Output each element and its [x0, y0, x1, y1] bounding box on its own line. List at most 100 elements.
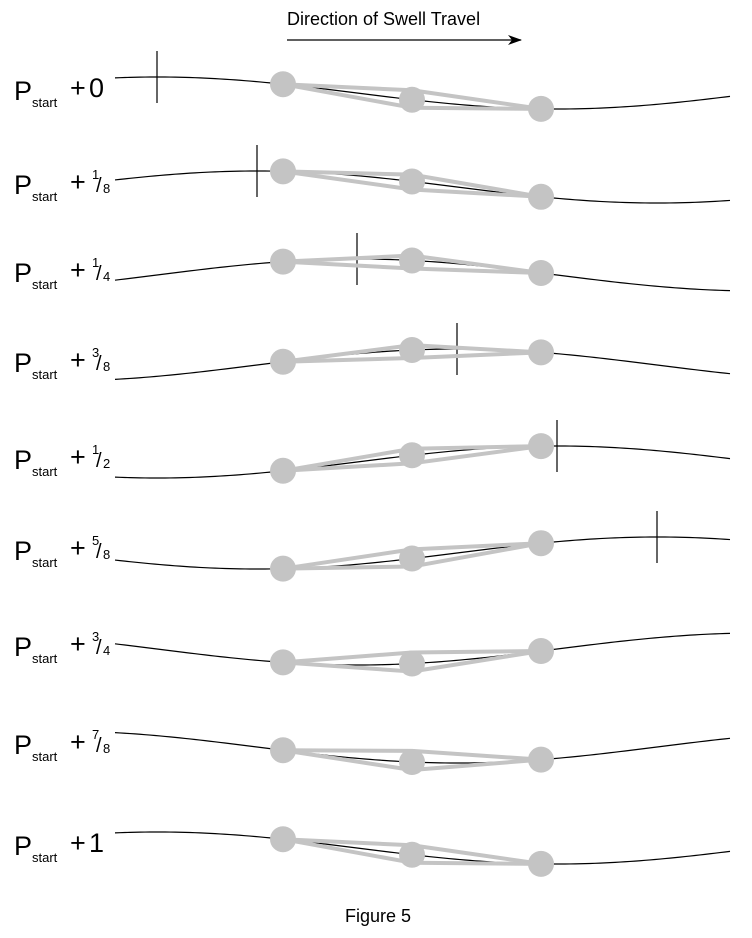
phase-label-prefix: P [14, 170, 32, 200]
phase-label-operator: + [70, 255, 86, 285]
phase-label-subscript: start [32, 464, 58, 479]
phase-label-prefix: P [14, 632, 32, 662]
float-buoy [270, 649, 296, 676]
float-device [270, 336, 554, 375]
phase-label-operator: + [70, 167, 86, 197]
phase-denominator: 8 [103, 359, 110, 374]
phase-numerator: 3 [92, 629, 99, 644]
float-buoy [270, 348, 296, 375]
phase-label-operator: + [70, 629, 86, 659]
float-buoy [399, 247, 425, 274]
float-device [270, 433, 554, 484]
phase-numerator: 7 [92, 727, 99, 742]
phase-label-subscript: start [32, 367, 58, 382]
float-device [270, 247, 554, 286]
phase-denominator: 8 [103, 741, 110, 756]
phase-numerator: 1 [92, 167, 99, 182]
float-buoy [528, 746, 554, 773]
float-buoy [270, 737, 296, 764]
phase-label-operator: + [70, 533, 86, 563]
float-device [270, 826, 554, 877]
phase-fraction-slash: / [96, 263, 102, 285]
float-buoy [270, 248, 296, 275]
phase-label-subscript: start [32, 277, 58, 292]
float-buoy [270, 555, 296, 582]
float-buoy [528, 433, 554, 460]
phase-denominator: 2 [103, 456, 110, 471]
figure-caption: Figure 5 [345, 906, 411, 926]
phase-label-prefix: P [14, 730, 32, 760]
float-device [270, 71, 554, 122]
phase-fraction-slash: / [96, 637, 102, 659]
phase-label-operator: + [70, 828, 86, 858]
phase-label-prefix: P [14, 258, 32, 288]
phase-numerator: 5 [92, 533, 99, 548]
float-device [270, 737, 554, 776]
phase-label-subscript: start [32, 651, 58, 666]
float-buoy [528, 259, 554, 286]
phase-label-operator: + [70, 442, 86, 472]
float-buoy [528, 530, 554, 557]
float-buoy [399, 442, 425, 469]
phase-fraction-slash: / [96, 735, 102, 757]
float-buoy [399, 749, 425, 776]
phase-numerator: 1 [92, 442, 99, 457]
phase-numerator: 1 [92, 255, 99, 270]
float-buoy [270, 71, 296, 98]
phase-label-subscript: start [32, 749, 58, 764]
phase-label-prefix: P [14, 76, 32, 106]
phase-value: 1 [89, 828, 104, 858]
float-buoy [528, 183, 554, 210]
phase-denominator: 4 [103, 269, 110, 284]
float-buoy [528, 638, 554, 665]
float-device [270, 638, 554, 677]
float-device [270, 158, 554, 210]
phase-label-prefix: P [14, 348, 32, 378]
phase-denominator: 8 [103, 181, 110, 196]
phase-label-operator: + [70, 345, 86, 375]
float-buoy [399, 86, 425, 113]
float-buoy [399, 650, 425, 677]
phase-fraction-slash: / [96, 175, 102, 197]
phase-label-subscript: start [32, 850, 58, 865]
phase-label-subscript: start [32, 189, 58, 204]
phase-fraction-slash: / [96, 450, 102, 472]
float-buoy [528, 95, 554, 122]
direction-label: Direction of Swell Travel [287, 9, 480, 29]
phase-label-subscript: start [32, 555, 58, 570]
float-buoy [528, 339, 554, 366]
phase-denominator: 8 [103, 547, 110, 562]
float-device [270, 530, 554, 582]
phase-fraction-slash: / [96, 541, 102, 563]
float-buoy [399, 336, 425, 363]
float-buoy [399, 168, 425, 195]
phase-label-prefix: P [14, 831, 32, 861]
float-buoy [270, 826, 296, 853]
phase-denominator: 4 [103, 643, 110, 658]
phase-label-prefix: P [14, 536, 32, 566]
float-buoy [528, 850, 554, 877]
phase-label-operator: + [70, 73, 86, 103]
float-buoy [270, 457, 296, 484]
phase-value: 0 [89, 73, 104, 103]
float-buoy [399, 841, 425, 868]
float-buoy [399, 545, 425, 572]
